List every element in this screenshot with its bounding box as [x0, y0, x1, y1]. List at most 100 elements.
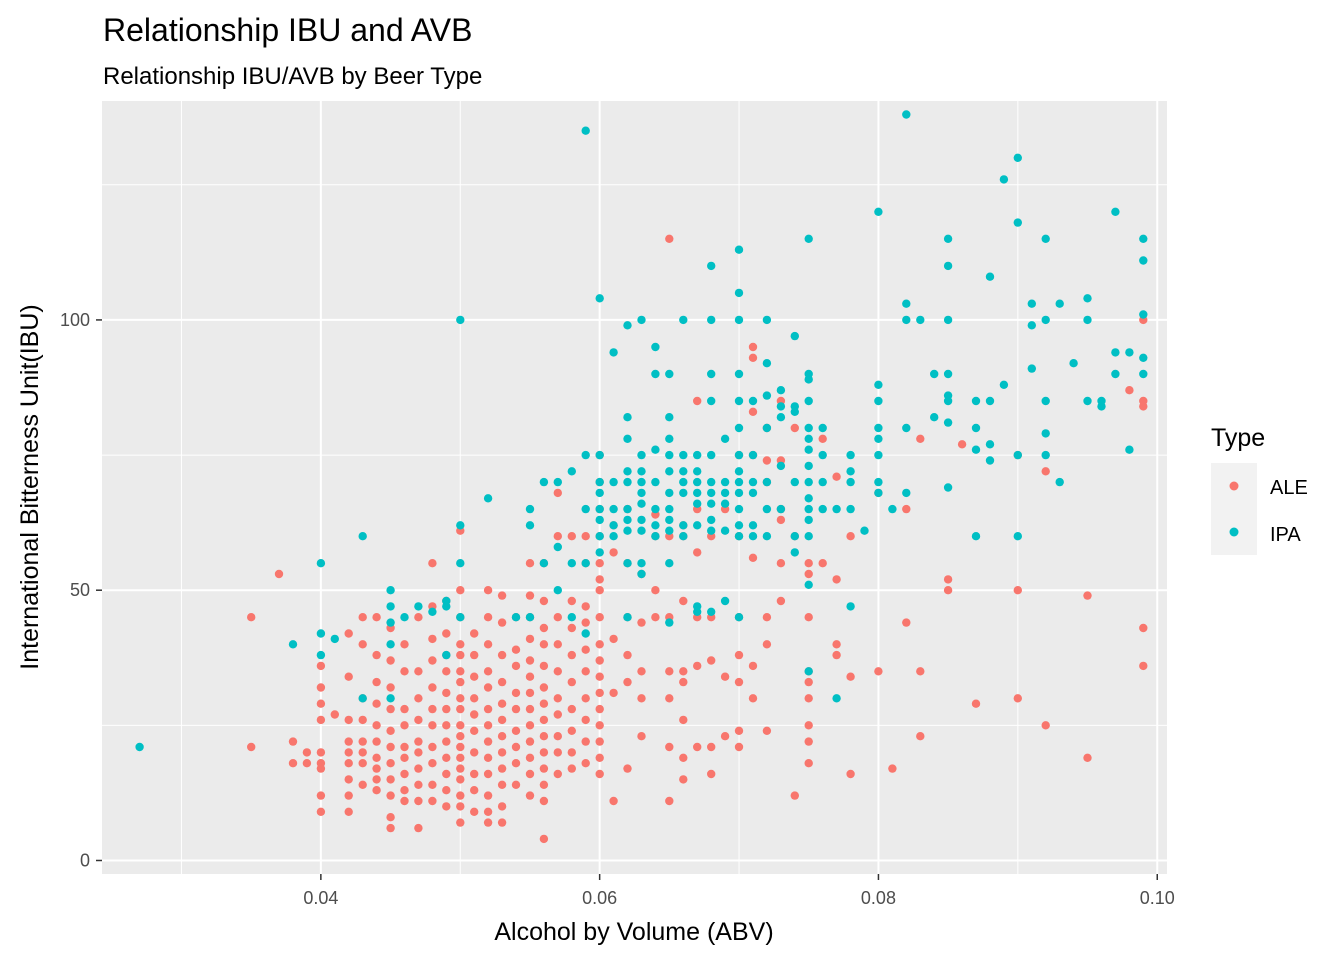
- data-point-ipa: [804, 423, 813, 433]
- data-point-ale: [804, 737, 813, 746]
- data-point-ipa: [1111, 369, 1120, 379]
- legend: Type ALE IPA: [1211, 424, 1308, 555]
- data-point-ale: [428, 704, 437, 714]
- data-point-ale: [470, 629, 479, 638]
- data-point-ipa: [902, 110, 911, 119]
- data-point-ipa: [930, 413, 939, 422]
- data-point-ipa: [846, 602, 855, 611]
- data-point-ale: [511, 704, 521, 714]
- data-point-ale: [372, 613, 381, 622]
- data-point-ale: [483, 753, 493, 762]
- data-point-ipa: [762, 532, 772, 541]
- data-point-ale: [511, 742, 521, 752]
- data-point-ipa: [776, 461, 786, 471]
- data-point-ipa: [804, 504, 813, 514]
- data-point-ale: [456, 586, 465, 595]
- data-point-ale: [483, 807, 493, 816]
- data-point-ale: [344, 791, 353, 800]
- data-point-ipa: [595, 515, 604, 525]
- x-tick-label: 0.10: [1140, 888, 1175, 908]
- data-point-ipa: [581, 629, 590, 638]
- data-point-ale: [358, 780, 367, 789]
- data-point-ale: [693, 396, 702, 406]
- data-point-ale: [428, 742, 437, 752]
- data-point-ale: [804, 677, 813, 687]
- data-point-ipa: [985, 272, 995, 281]
- data-point-ipa: [651, 532, 660, 541]
- legend-ale-marker: [1229, 481, 1239, 491]
- data-point-ipa: [1041, 315, 1050, 325]
- data-point-ipa: [623, 559, 632, 568]
- data-point-ipa: [1111, 348, 1120, 357]
- data-point-ipa: [776, 386, 786, 395]
- data-point-ale: [456, 818, 465, 827]
- data-point-ale: [567, 704, 576, 714]
- data-point-ale: [748, 342, 758, 352]
- data-point-ipa: [707, 369, 716, 379]
- data-point-ale: [414, 613, 423, 622]
- data-point-ipa: [748, 521, 758, 530]
- data-point-ipa: [1125, 445, 1134, 454]
- data-point-ale: [1139, 402, 1148, 411]
- data-point-ipa: [693, 521, 702, 530]
- data-point-ale: [665, 796, 674, 806]
- data-point-ale: [1041, 721, 1050, 730]
- data-point-ale: [804, 559, 813, 568]
- data-point-ale: [581, 618, 590, 627]
- data-point-ipa: [1111, 207, 1120, 216]
- data-point-ale: [595, 559, 604, 568]
- data-point-ale: [414, 715, 423, 725]
- data-point-ipa: [1013, 450, 1022, 460]
- data-point-ale: [651, 586, 660, 595]
- data-point-ipa: [651, 521, 660, 530]
- data-point-ale: [428, 656, 437, 665]
- data-point-ale: [428, 721, 437, 730]
- data-point-ale: [734, 677, 744, 687]
- data-point-ale: [553, 613, 562, 622]
- data-point-ale: [595, 640, 604, 649]
- minor-gridlines: [102, 101, 1167, 874]
- data-point-ipa: [679, 315, 688, 325]
- data-point-ale: [511, 688, 521, 698]
- data-point-ale: [595, 704, 604, 714]
- data-point-ale: [916, 667, 925, 676]
- data-point-ipa: [665, 504, 674, 514]
- data-point-ipa: [665, 618, 674, 627]
- data-point-ipa: [665, 526, 674, 535]
- data-point-ipa: [637, 450, 646, 460]
- data-point-ipa: [985, 440, 995, 449]
- data-point-ale: [804, 759, 813, 768]
- data-point-ale: [804, 694, 813, 703]
- data-point-ale: [456, 704, 465, 714]
- data-point-ale: [497, 732, 507, 741]
- data-point-ale: [316, 715, 326, 725]
- data-point-ipa: [790, 548, 799, 557]
- data-point-ale: [386, 704, 395, 714]
- data-point-ale: [539, 699, 549, 708]
- data-point-ale: [707, 656, 716, 665]
- data-point-ale: [456, 721, 465, 730]
- data-point-ale: [511, 759, 521, 768]
- data-point-ipa: [693, 499, 702, 508]
- data-point-ipa: [734, 423, 744, 433]
- data-point-ipa: [846, 477, 855, 487]
- data-point-ale: [386, 742, 395, 752]
- data-point-ale: [525, 688, 535, 698]
- data-point-ale: [316, 661, 326, 671]
- data-point-ipa: [720, 488, 730, 498]
- data-point-ale: [316, 807, 326, 816]
- data-point-ipa: [790, 532, 799, 541]
- data-point-ale: [497, 650, 507, 660]
- data-point-ipa: [386, 602, 395, 611]
- data-point-ipa: [400, 613, 409, 622]
- data-point-ale: [400, 721, 409, 730]
- data-point-ipa: [804, 477, 813, 487]
- data-point-ipa: [734, 396, 744, 406]
- data-point-ipa: [707, 450, 716, 460]
- data-point-ale: [707, 769, 716, 779]
- data-point-ale: [442, 786, 451, 795]
- data-point-ale: [762, 640, 772, 649]
- data-point-ipa: [874, 488, 883, 498]
- data-point-ale: [386, 775, 395, 784]
- data-point-ipa: [902, 423, 911, 433]
